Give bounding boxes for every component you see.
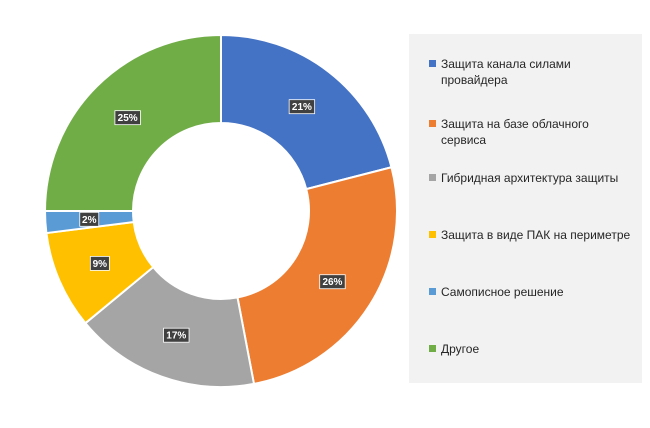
data-label-text-1: 21% [292,102,312,113]
data-label-text-2: 26% [322,277,342,288]
legend-item-1: Защита канала силами провайдера [429,56,634,88]
legend-item-6: Другое [429,341,634,357]
donut-chart-svg: 21% 26% 17% 9% 2% 25% [43,33,398,388]
legend-item-3: Гибридная архитектура защиты [429,170,634,186]
legend-item-2: Защита на базе облачного сервиса [429,116,634,148]
legend-swatch-1 [429,60,436,67]
legend-swatch-3 [429,174,436,181]
data-label-3: 17% [163,327,190,343]
legend-swatch-5 [429,288,436,295]
data-label-box-6 [114,110,141,126]
data-label-box-1 [288,99,316,115]
data-label-4: 9% [89,256,110,271]
data-label-2: 26% [319,274,346,290]
legend-swatch-4 [429,231,436,238]
data-label-text-5: 2% [82,215,97,226]
data-label-1: 21% [288,99,316,115]
legend-item-5: Самописное решение [429,284,634,300]
legend-swatch-2 [429,120,436,127]
data-label-text-6: 25% [118,113,138,124]
legend-label-6: Другое [441,342,480,356]
data-label-text-3: 17% [166,331,186,342]
data-label-box-3 [163,327,190,343]
legend-swatch-6 [429,345,436,352]
data-label-box-4 [89,256,110,271]
legend-label-1: Защита канала силами провайдера [441,57,571,87]
legend-label-5: Самописное решение [441,285,564,299]
donut-chart: 21% 26% 17% 9% 2% 25% [43,33,398,388]
data-label-6: 25% [114,110,141,126]
donut-slice-3 [83,265,256,388]
legend-label-2: Защита на базе облачного сервиса [441,117,589,147]
data-label-text-4: 9% [93,259,108,270]
legend-label-3: Гибридная архитектура защиты [441,171,619,185]
data-label-box-5 [79,211,100,227]
legend-label-4: Защита в виде ПАК на периметре [441,228,631,242]
donut-slice-2 [236,166,398,386]
legend-item-4: Защита в виде ПАК на периметре [429,227,634,243]
data-label-5: 2% [79,211,100,227]
legend: Защита канала силами провайдера Защита на… [409,34,642,383]
data-label-box-2 [319,274,346,290]
